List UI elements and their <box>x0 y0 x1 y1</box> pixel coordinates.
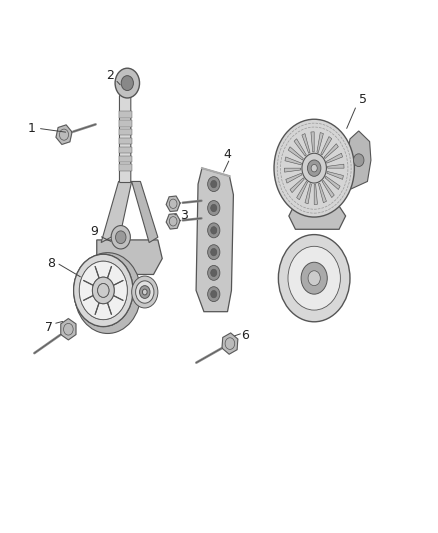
Polygon shape <box>317 133 323 152</box>
Polygon shape <box>297 181 307 200</box>
Circle shape <box>211 248 217 256</box>
Text: 3: 3 <box>180 209 188 222</box>
Circle shape <box>92 277 114 304</box>
Polygon shape <box>325 176 340 190</box>
Text: 2: 2 <box>106 69 114 82</box>
Circle shape <box>140 286 150 298</box>
Polygon shape <box>286 173 302 183</box>
Circle shape <box>115 68 140 98</box>
Polygon shape <box>324 144 338 158</box>
Circle shape <box>308 271 320 286</box>
Polygon shape <box>166 196 180 212</box>
Polygon shape <box>327 172 343 180</box>
Circle shape <box>307 160 321 176</box>
Polygon shape <box>305 184 311 204</box>
Circle shape <box>208 287 220 302</box>
Polygon shape <box>326 153 343 163</box>
Polygon shape <box>288 147 303 160</box>
Polygon shape <box>322 180 334 198</box>
Polygon shape <box>97 240 162 274</box>
Circle shape <box>116 231 126 244</box>
Circle shape <box>211 227 217 234</box>
Polygon shape <box>285 157 301 165</box>
Circle shape <box>74 254 133 327</box>
Circle shape <box>301 262 327 294</box>
Polygon shape <box>61 319 76 340</box>
Circle shape <box>208 245 220 260</box>
Circle shape <box>74 254 133 327</box>
Polygon shape <box>314 184 318 205</box>
Circle shape <box>79 261 127 320</box>
Polygon shape <box>222 333 238 354</box>
Circle shape <box>208 176 220 191</box>
Circle shape <box>121 76 134 91</box>
Polygon shape <box>132 181 158 243</box>
Polygon shape <box>290 178 304 192</box>
Circle shape <box>211 180 217 188</box>
Text: 5: 5 <box>359 93 367 106</box>
Circle shape <box>208 265 220 280</box>
Polygon shape <box>311 132 314 152</box>
Polygon shape <box>196 168 233 312</box>
Circle shape <box>98 284 109 297</box>
Polygon shape <box>284 168 301 172</box>
Circle shape <box>302 154 326 183</box>
Circle shape <box>208 223 220 238</box>
Circle shape <box>211 204 217 212</box>
Polygon shape <box>302 134 310 153</box>
Polygon shape <box>294 139 306 156</box>
Circle shape <box>211 290 217 298</box>
Circle shape <box>274 119 354 217</box>
Polygon shape <box>56 125 72 144</box>
Text: 7: 7 <box>45 321 53 334</box>
Text: 1: 1 <box>27 122 35 135</box>
Text: 6: 6 <box>241 329 249 342</box>
Circle shape <box>353 154 364 166</box>
Text: 9: 9 <box>91 225 99 238</box>
Polygon shape <box>318 183 326 203</box>
Circle shape <box>279 235 350 322</box>
Polygon shape <box>166 214 180 229</box>
Circle shape <box>98 284 109 297</box>
Circle shape <box>208 200 220 215</box>
Polygon shape <box>328 164 344 168</box>
Circle shape <box>111 225 131 249</box>
Polygon shape <box>346 131 371 189</box>
Text: 4: 4 <box>224 148 232 161</box>
FancyBboxPatch shape <box>120 95 131 182</box>
Text: 8: 8 <box>47 257 55 270</box>
Circle shape <box>311 165 317 172</box>
Circle shape <box>92 277 114 304</box>
Circle shape <box>142 289 147 295</box>
Polygon shape <box>101 181 132 243</box>
Circle shape <box>136 281 154 303</box>
Circle shape <box>288 246 340 310</box>
Circle shape <box>79 261 127 320</box>
Circle shape <box>132 276 158 308</box>
Polygon shape <box>289 203 346 229</box>
Polygon shape <box>321 136 332 155</box>
Circle shape <box>74 253 141 334</box>
Circle shape <box>211 269 217 277</box>
